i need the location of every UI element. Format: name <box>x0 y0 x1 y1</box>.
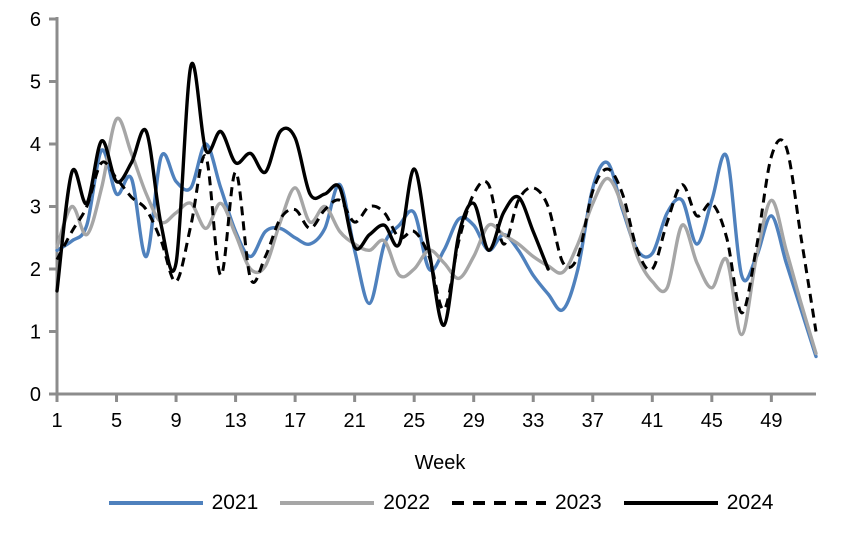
y-axis-tick-label: 3 <box>30 197 41 219</box>
y-axis-tick-label: 4 <box>30 134 41 156</box>
y-axis-tick-label: 6 <box>30 9 41 31</box>
x-axis-title: Week <box>414 452 466 474</box>
x-axis-tick-label: 41 <box>641 410 663 432</box>
series-line-2022 <box>55 116 818 356</box>
legend-line-sample-2021 <box>108 500 203 505</box>
legend-item-2024: 2024 <box>623 491 774 514</box>
y-axis-tick-label: 2 <box>30 259 41 281</box>
legend-label-2023: 2023 <box>555 491 602 514</box>
legend: 2021 2022 2023 2024 <box>0 492 852 513</box>
x-axis-tick-label: 29 <box>463 410 485 432</box>
y-axis-tick-label: 0 <box>30 384 41 406</box>
x-axis-tick-label: 45 <box>701 410 723 432</box>
x-axis-tick-label: 17 <box>284 410 306 432</box>
y-axis-tick-label: 1 <box>30 322 41 344</box>
x-axis-tick-label: 1 <box>51 410 62 432</box>
y-axis-tick-label: 5 <box>30 72 41 94</box>
legend-label-2022: 2022 <box>383 491 430 514</box>
series-line-2023 <box>55 138 818 332</box>
legend-item-2023: 2023 <box>452 492 602 513</box>
legend-line-sample-2022 <box>280 500 375 505</box>
x-axis-tick-label: 9 <box>170 410 181 432</box>
x-axis-tick-label: 49 <box>760 410 782 432</box>
legend-label-2021: 2021 <box>211 491 259 514</box>
legend-item-2022: 2022 <box>280 492 430 513</box>
x-axis-tick-label: 13 <box>224 410 246 432</box>
x-axis-tick-label: 37 <box>582 410 604 432</box>
x-axis-tick-label: 33 <box>522 410 544 432</box>
legend-line-sample-2024 <box>623 500 718 505</box>
legend-item-2021: 2021 <box>108 491 259 514</box>
series-line-2024 <box>55 61 550 328</box>
series-line-2021 <box>55 142 818 359</box>
legend-label-2024: 2024 <box>726 491 774 514</box>
x-axis-tick-label: 5 <box>111 410 122 432</box>
x-axis-tick-label: 25 <box>403 410 425 432</box>
legend-line-sample-2023 <box>452 500 546 505</box>
x-axis-tick-label: 21 <box>344 410 366 432</box>
